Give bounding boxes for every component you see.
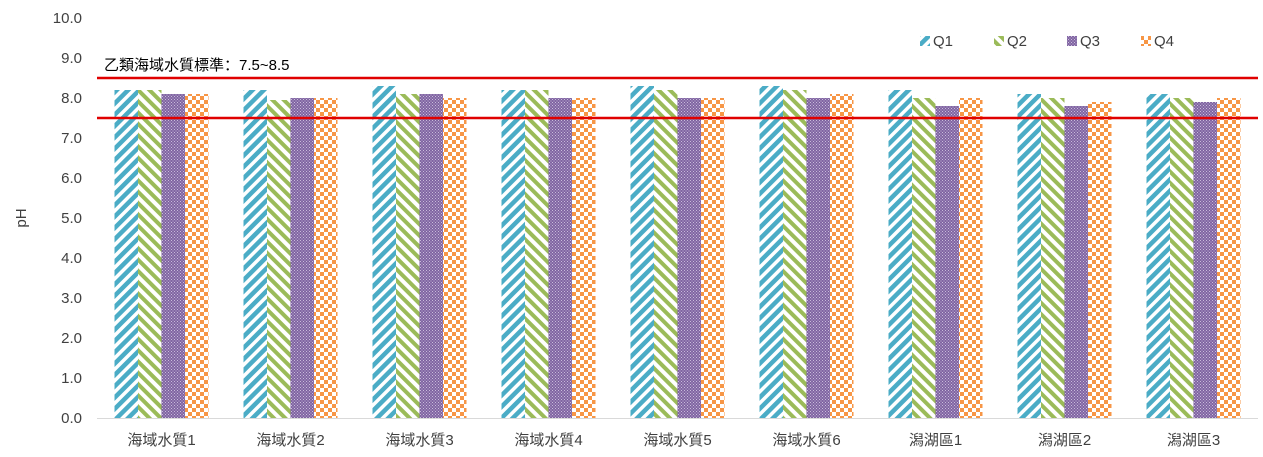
y-tick-label: 4.0 bbox=[61, 250, 82, 267]
y-tick-label: 7.0 bbox=[61, 130, 82, 147]
reference-lines bbox=[97, 76, 1258, 120]
bar-q4-7 bbox=[959, 98, 983, 418]
legend-label-q4: Q4 bbox=[1154, 33, 1174, 50]
legend-label-q3: Q3 bbox=[1080, 33, 1100, 50]
x-tick-label: 海域水質5 bbox=[643, 431, 711, 449]
bar-q1-2 bbox=[243, 90, 267, 418]
legend-swatch-q1 bbox=[920, 36, 930, 46]
bar-q3-1 bbox=[161, 94, 185, 418]
legend: Q1 Q2 Q3 Q4 bbox=[920, 33, 1174, 50]
bar-q2-2 bbox=[267, 100, 291, 418]
bar-q4-8 bbox=[1088, 102, 1112, 418]
y-tick-label: 3.0 bbox=[61, 290, 82, 307]
bar-q2-5 bbox=[654, 90, 678, 418]
bar-q2-9 bbox=[1170, 98, 1194, 418]
y-tick-label: 0.0 bbox=[61, 410, 82, 427]
y-axis: 0.0 1.0 2.0 3.0 4.0 5.0 6.0 7.0 8.0 9.0 10.0 bbox=[53, 10, 82, 427]
y-tick-label: 8.0 bbox=[61, 90, 82, 107]
bar-q4-5 bbox=[701, 98, 725, 418]
standard-annotation: 乙類海域水質標準：7.5~8.5 bbox=[104, 56, 289, 74]
bar-q1-7 bbox=[888, 90, 912, 418]
legend-swatch-q4 bbox=[1141, 36, 1151, 46]
bar-q3-5 bbox=[677, 98, 701, 418]
y-tick-label: 5.0 bbox=[61, 210, 82, 227]
bar-q2-6 bbox=[783, 90, 807, 418]
x-tick-label: 海域水質1 bbox=[127, 431, 195, 449]
legend-swatch-q2 bbox=[994, 36, 1004, 46]
y-axis-title: pH bbox=[13, 208, 30, 227]
bar-q4-4 bbox=[572, 98, 596, 418]
bar-q4-9 bbox=[1217, 98, 1241, 418]
bar-q4-1 bbox=[185, 94, 209, 418]
x-tick-label: 潟湖區3 bbox=[1167, 432, 1220, 449]
y-tick-label: 6.0 bbox=[61, 170, 82, 187]
bar-q3-4 bbox=[548, 98, 572, 418]
bar-q1-4 bbox=[501, 90, 525, 418]
bar-q1-1 bbox=[114, 90, 138, 418]
bar-q1-6 bbox=[759, 86, 783, 418]
x-tick-label: 海域水質4 bbox=[514, 431, 582, 449]
x-tick-label: 海域水質3 bbox=[385, 431, 453, 449]
bar-q4-2 bbox=[314, 98, 338, 418]
bar-q2-4 bbox=[525, 90, 549, 418]
bar-q1-3 bbox=[372, 86, 396, 418]
bar-q2-1 bbox=[138, 90, 162, 418]
y-tick-label: 2.0 bbox=[61, 330, 82, 347]
bar-q1-8 bbox=[1017, 94, 1041, 418]
bar-q2-8 bbox=[1041, 98, 1065, 418]
x-tick-label: 海域水質2 bbox=[256, 431, 324, 449]
y-tick-label: 1.0 bbox=[61, 370, 82, 387]
bar-q3-3 bbox=[419, 94, 443, 418]
y-tick-label: 10.0 bbox=[53, 10, 82, 27]
y-tick-label: 9.0 bbox=[61, 50, 82, 67]
bar-q4-6 bbox=[830, 94, 854, 418]
bar-q3-2 bbox=[290, 98, 314, 418]
bar-q3-6 bbox=[806, 98, 830, 418]
x-tick-label: 潟湖區1 bbox=[909, 432, 962, 449]
legend-label-q1: Q1 bbox=[933, 33, 953, 50]
legend-label-q2: Q2 bbox=[1007, 33, 1027, 50]
x-tick-label: 海域水質6 bbox=[772, 431, 840, 449]
bar-q4-3 bbox=[443, 98, 467, 418]
x-tick-label: 潟湖區2 bbox=[1038, 432, 1091, 449]
bar-q3-8 bbox=[1064, 106, 1088, 418]
bars bbox=[114, 86, 1241, 418]
bar-q1-5 bbox=[630, 86, 654, 418]
legend-swatch-q3 bbox=[1067, 36, 1077, 46]
x-axis: 海域水質1 海域水質2 海域水質3 海域水質4 海域水質5 海域水質6 潟湖區1 潟湖區2 潟湖… bbox=[97, 418, 1258, 449]
bar-q2-7 bbox=[912, 98, 936, 418]
bar-q1-9 bbox=[1146, 94, 1170, 418]
bar-q3-7 bbox=[935, 106, 959, 418]
bar-q2-3 bbox=[396, 94, 420, 418]
bar-q3-9 bbox=[1193, 102, 1217, 418]
